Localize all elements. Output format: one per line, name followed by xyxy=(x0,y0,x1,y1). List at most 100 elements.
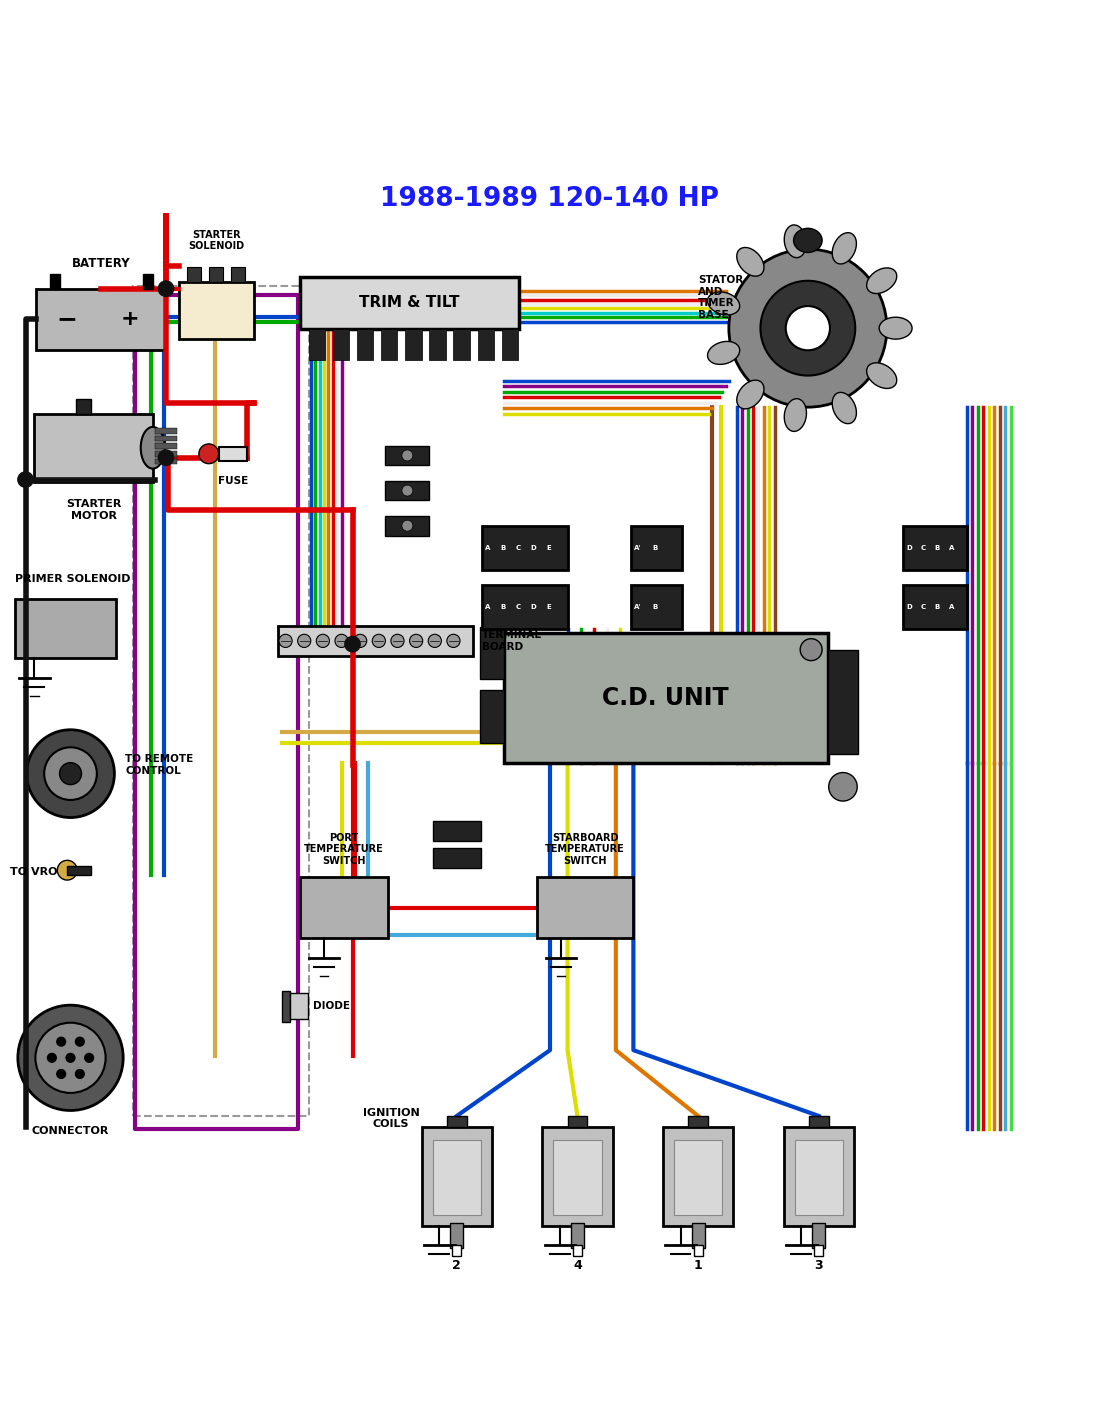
Bar xyxy=(453,329,470,361)
Bar xyxy=(783,1127,854,1225)
Circle shape xyxy=(402,486,412,496)
Ellipse shape xyxy=(141,427,165,469)
Bar xyxy=(694,1245,703,1257)
Ellipse shape xyxy=(879,317,912,339)
Bar xyxy=(663,1127,734,1225)
Bar xyxy=(405,329,421,361)
Ellipse shape xyxy=(793,229,822,253)
Circle shape xyxy=(18,1005,123,1110)
Circle shape xyxy=(729,248,887,408)
Text: A: A xyxy=(485,604,491,609)
Bar xyxy=(155,443,177,449)
Text: E: E xyxy=(547,545,551,551)
Bar xyxy=(309,329,326,361)
Circle shape xyxy=(76,1069,85,1078)
Text: B: B xyxy=(652,604,658,609)
Bar xyxy=(692,1224,705,1248)
Bar xyxy=(568,1116,587,1127)
Ellipse shape xyxy=(833,233,857,264)
Text: B: B xyxy=(500,604,505,609)
Circle shape xyxy=(317,635,330,648)
Bar xyxy=(827,650,858,754)
Circle shape xyxy=(44,747,97,799)
Circle shape xyxy=(402,450,412,462)
Text: C: C xyxy=(921,604,925,609)
Text: B: B xyxy=(935,604,939,609)
Text: TERMINAL
BOARD: TERMINAL BOARD xyxy=(482,630,542,652)
Circle shape xyxy=(800,639,822,660)
Text: 2: 2 xyxy=(452,1258,461,1272)
Bar xyxy=(381,329,397,361)
Circle shape xyxy=(76,1037,85,1047)
Text: 1988-1989 120-140 HP: 1988-1989 120-140 HP xyxy=(381,186,719,212)
Bar xyxy=(133,287,309,1116)
Bar xyxy=(452,1245,461,1257)
Bar xyxy=(219,447,248,462)
Bar xyxy=(290,993,308,1020)
Bar xyxy=(903,585,967,629)
Circle shape xyxy=(785,307,830,351)
Bar xyxy=(385,481,429,500)
Bar xyxy=(502,329,518,361)
Text: C: C xyxy=(516,604,520,609)
Text: DIODE: DIODE xyxy=(314,1001,350,1011)
Text: D: D xyxy=(906,604,912,609)
Circle shape xyxy=(344,636,360,652)
Circle shape xyxy=(760,281,855,375)
Bar xyxy=(689,1116,708,1127)
Bar xyxy=(571,1224,584,1248)
Bar xyxy=(155,452,177,457)
Bar xyxy=(537,876,634,939)
Text: STARTER
SOLENOID: STARTER SOLENOID xyxy=(188,230,244,251)
Text: −: − xyxy=(57,307,78,331)
Text: TO VRO: TO VRO xyxy=(10,868,57,878)
Bar xyxy=(480,626,504,679)
Bar xyxy=(385,446,429,466)
Circle shape xyxy=(298,635,311,648)
Bar xyxy=(283,991,290,1021)
Ellipse shape xyxy=(833,392,857,423)
Bar xyxy=(187,267,201,283)
Bar xyxy=(36,288,166,351)
Bar xyxy=(385,515,429,535)
Bar xyxy=(432,848,481,868)
Bar xyxy=(573,1245,582,1257)
Bar xyxy=(814,1245,823,1257)
Text: +: + xyxy=(121,310,139,329)
Bar xyxy=(432,821,481,841)
Text: 1: 1 xyxy=(694,1258,703,1272)
Ellipse shape xyxy=(707,293,739,315)
Bar xyxy=(450,1224,463,1248)
Ellipse shape xyxy=(707,341,739,365)
Circle shape xyxy=(26,730,114,818)
Circle shape xyxy=(334,635,348,648)
Text: D: D xyxy=(530,545,537,551)
Bar xyxy=(674,1140,723,1214)
Circle shape xyxy=(372,635,385,648)
Bar xyxy=(432,1140,481,1214)
Circle shape xyxy=(35,1022,106,1093)
Text: PRIMER SOLENOID: PRIMER SOLENOID xyxy=(14,574,130,584)
Circle shape xyxy=(353,635,366,648)
Circle shape xyxy=(390,635,404,648)
Bar xyxy=(482,525,568,569)
Text: 3: 3 xyxy=(814,1258,823,1272)
Text: C: C xyxy=(921,545,925,551)
Bar xyxy=(179,283,254,339)
Bar xyxy=(76,399,91,413)
Circle shape xyxy=(402,520,412,531)
Circle shape xyxy=(409,635,422,648)
Bar xyxy=(421,1127,492,1225)
Circle shape xyxy=(47,1054,56,1062)
Bar xyxy=(14,599,116,659)
Bar xyxy=(143,274,153,288)
Text: A: A xyxy=(949,604,955,609)
Bar xyxy=(300,277,519,329)
Circle shape xyxy=(57,1069,66,1078)
Text: TO REMOTE
CONTROL: TO REMOTE CONTROL xyxy=(125,754,194,775)
Bar xyxy=(482,585,568,629)
Circle shape xyxy=(447,635,460,648)
Text: A: A xyxy=(949,545,955,551)
Circle shape xyxy=(158,281,174,297)
Circle shape xyxy=(66,1054,75,1062)
